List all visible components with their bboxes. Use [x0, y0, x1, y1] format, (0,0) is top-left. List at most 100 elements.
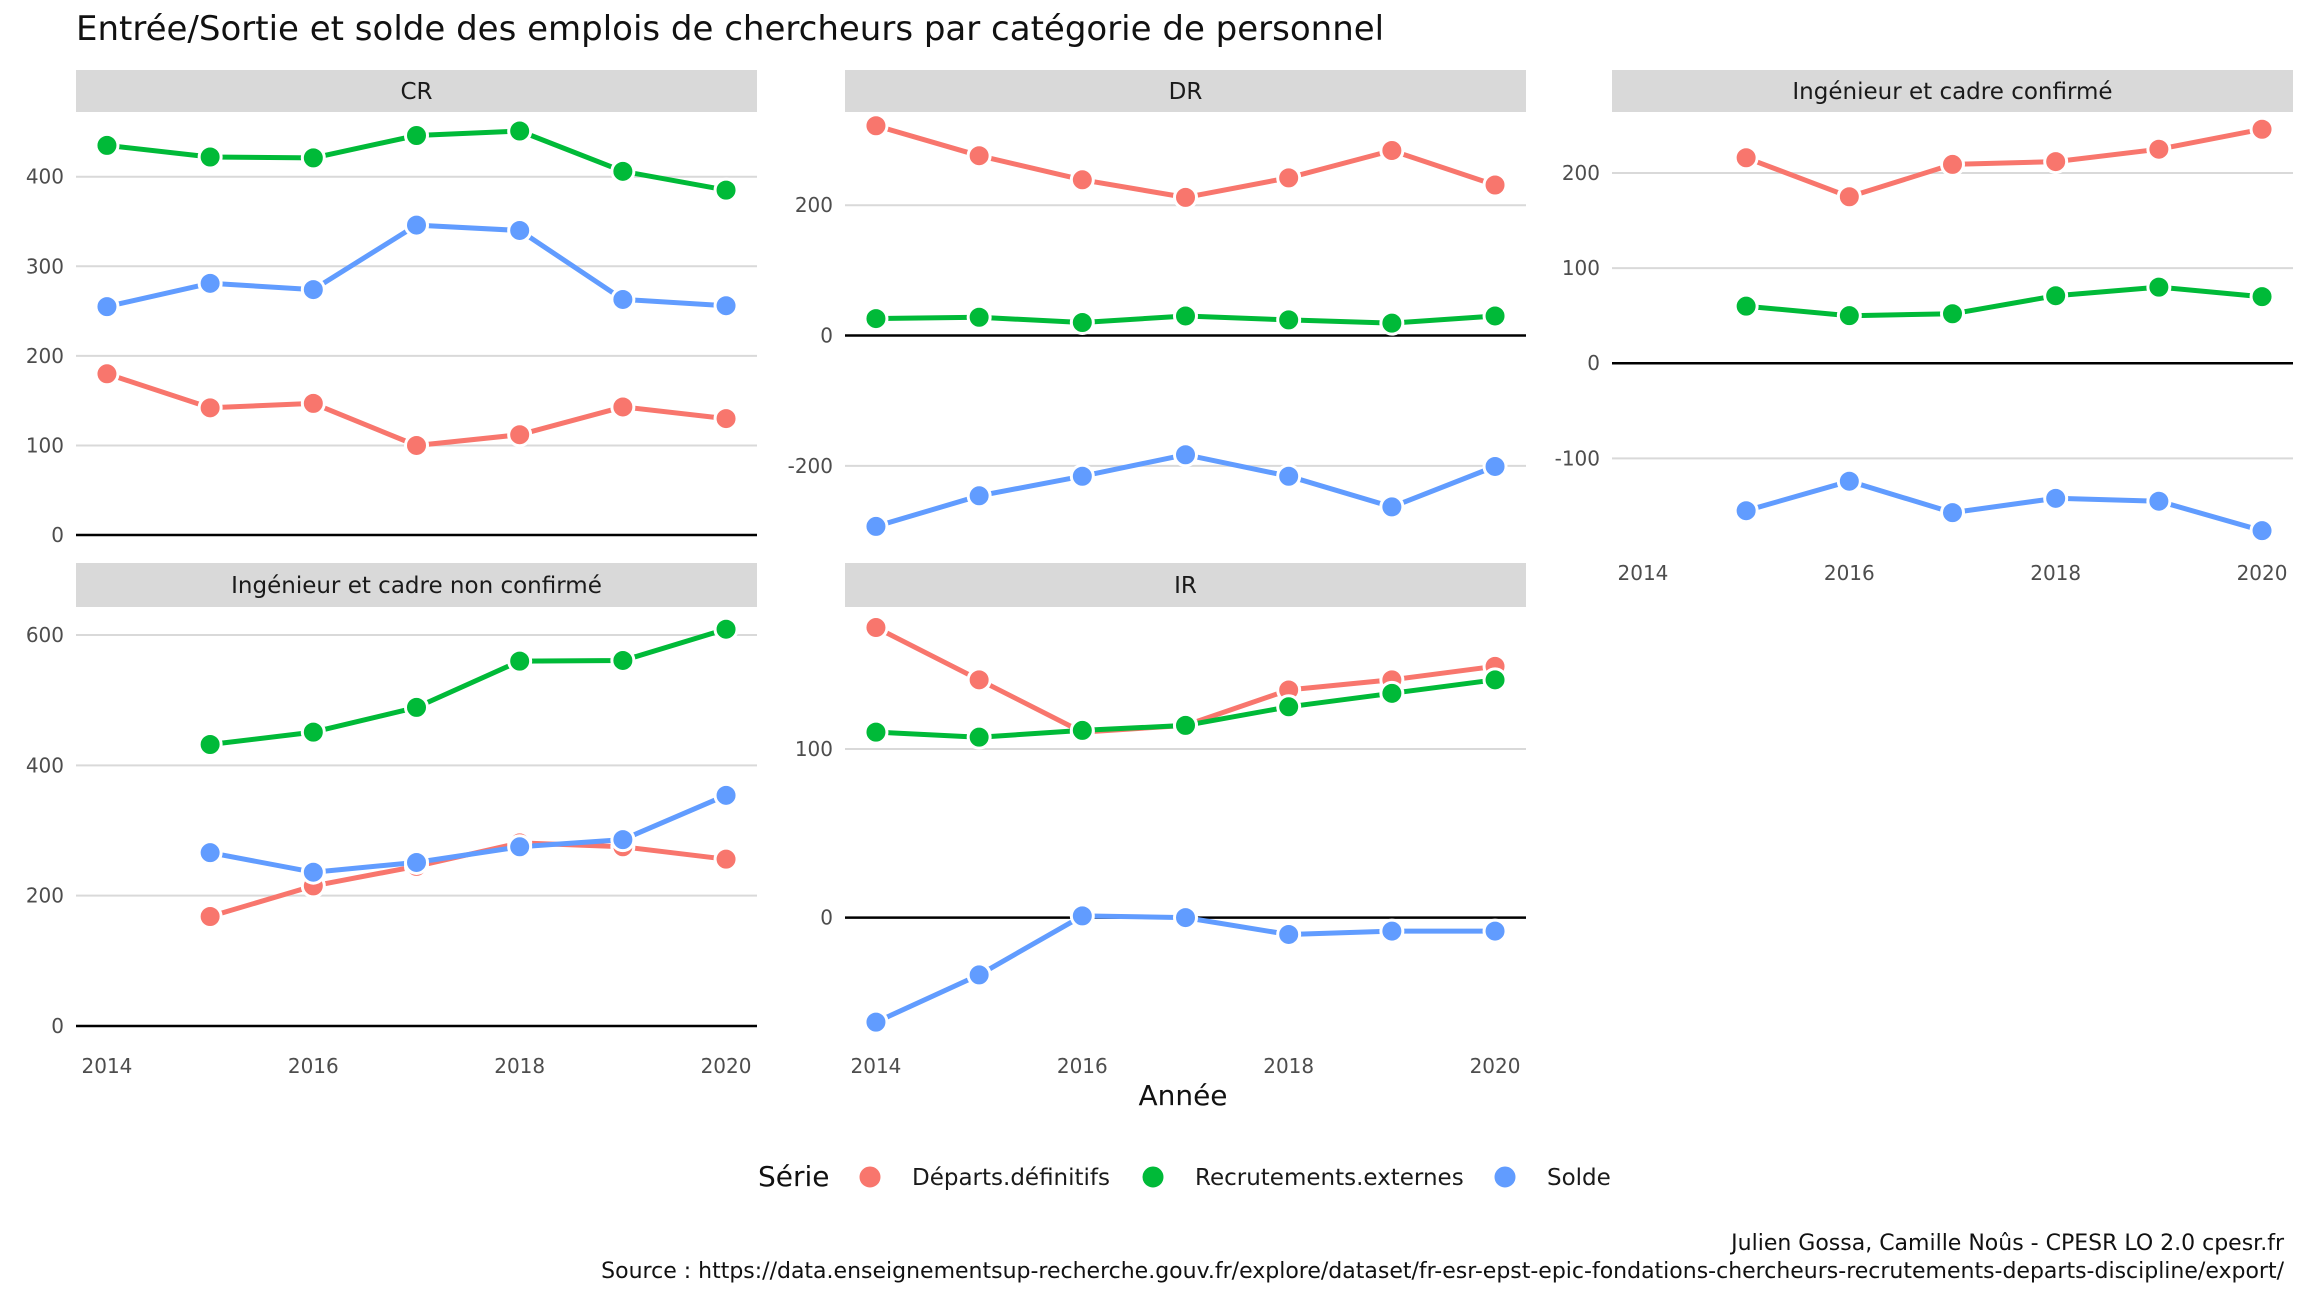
y-tick-label: 0 [51, 1014, 64, 1038]
point-solde [863, 1009, 889, 1035]
point-recrutements-externes [966, 304, 992, 330]
x-axis-label: Année [1138, 1079, 1227, 1112]
point-departs-definitifs [507, 422, 533, 448]
point-departs-definitifs [2043, 149, 2069, 175]
x-tick-label: 2014 [1618, 561, 1669, 585]
point-departs-definitifs [94, 361, 120, 387]
point-recrutements-externes [1069, 717, 1095, 743]
legend-label-recrutements-externes: Recrutements.externes [1195, 1165, 1464, 1191]
strip-ir [845, 563, 1526, 607]
y-tick-label: 100 [26, 433, 64, 457]
point-recrutements-externes [713, 616, 739, 642]
point-solde [713, 782, 739, 808]
point-recrutements-externes [300, 145, 326, 171]
point-recrutements-externes [1173, 712, 1198, 738]
point-recrutements-externes [507, 648, 533, 674]
y-tick-label: -200 [788, 454, 833, 478]
point-departs-definitifs [1173, 184, 1198, 210]
point-solde [1069, 903, 1095, 929]
strip-cr [76, 70, 757, 112]
point-solde [1276, 921, 1302, 947]
point-recrutements-externes [2043, 283, 2069, 309]
point-solde [1069, 463, 1095, 489]
point-recrutements-externes [863, 306, 889, 332]
x-tick-label: 2018 [494, 1054, 545, 1078]
point-departs-definitifs [197, 395, 223, 421]
x-tick-label: 2016 [1057, 1054, 1108, 1078]
point-departs-definitifs [966, 667, 992, 693]
point-solde [404, 212, 429, 238]
point-departs-definitifs [300, 390, 326, 416]
point-solde [1482, 453, 1508, 479]
point-departs-definitifs [197, 904, 223, 930]
y-tick-label: 100 [795, 737, 833, 761]
point-solde [507, 834, 533, 860]
point-solde [2249, 518, 2275, 544]
point-recrutements-externes [1276, 307, 1302, 333]
x-tick-label: 2020 [701, 1054, 752, 1078]
y-tick-label: 0 [51, 523, 64, 547]
y-tick-label: 400 [26, 165, 64, 189]
chart-title: Entrée/Sortie et solde des emplois de ch… [76, 9, 1384, 49]
point-solde [966, 483, 992, 509]
series-line-solde [1743, 478, 2265, 534]
y-tick-label: -100 [1555, 446, 1600, 470]
point-solde [404, 849, 429, 875]
point-solde [197, 840, 223, 866]
series-line-recrutements-externes [1743, 284, 2265, 319]
point-recrutements-externes [610, 158, 636, 184]
legend-item-solde: Solde [1491, 1163, 1611, 1191]
point-departs-definitifs [1069, 167, 1095, 193]
strip-label-ir: IR [1174, 573, 1197, 599]
caption-author: Julien Gossa, Camille Noûs - CPESR LO 2.… [1729, 1231, 2285, 1256]
y-tick-label: 200 [26, 344, 64, 368]
point-recrutements-externes [507, 118, 533, 144]
point-recrutements-externes [1379, 680, 1405, 706]
legend-key-solde [1491, 1163, 1519, 1191]
x-tick-label: 2020 [2237, 561, 2288, 585]
point-solde [2043, 485, 2069, 511]
point-solde [713, 293, 739, 319]
panel-ir: IR 0 100 2014 2016 2018 2020 [795, 563, 1526, 1078]
series-line-solde [207, 792, 729, 875]
point-solde [1482, 918, 1508, 944]
point-departs-definitifs [863, 113, 889, 139]
point-recrutements-externes [94, 132, 120, 158]
point-departs-definitifs [863, 615, 889, 641]
series-line-recrutements-externes [207, 626, 729, 747]
x-tick-label: 2016 [288, 1054, 339, 1078]
y-tick-label: 0 [1587, 351, 1600, 375]
y-tick-label: 0 [820, 324, 833, 348]
legend-label-departs-definitifs: Départs.définitifs [912, 1165, 1110, 1191]
y-tick-label: 100 [1562, 256, 1600, 280]
point-solde [94, 294, 120, 320]
y-tick-label: 400 [26, 753, 64, 777]
legend-title: Série [758, 1160, 830, 1193]
point-recrutements-externes [197, 144, 223, 170]
point-recrutements-externes [966, 724, 992, 750]
point-solde [507, 217, 533, 243]
panel-ingenieur-et-cadre-non-confirme: Ingénieur et cadre non confirmé 0 200 400 60… [26, 563, 757, 1078]
strip-ingenieur-et-cadre-non-confirme [76, 563, 757, 607]
x-tick-label: 2014 [851, 1054, 902, 1078]
point-solde [1173, 905, 1198, 931]
strip-label-dr: DR [1169, 79, 1203, 105]
x-tick-label: 2018 [2030, 561, 2081, 585]
y-tick-label: 300 [26, 254, 64, 278]
point-recrutements-externes [713, 177, 739, 203]
point-recrutements-externes [1173, 303, 1198, 329]
point-solde [1379, 918, 1405, 944]
point-recrutements-externes [2146, 274, 2172, 300]
strip-label-cr: CR [400, 79, 432, 105]
point-departs-definitifs [1940, 151, 1965, 177]
point-departs-definitifs [1276, 165, 1302, 191]
strip-label-ingenieur-et-cadre-confirme: Ingénieur et cadre confirmé [1792, 79, 2112, 105]
panel-cr: CR 0 100 200 300 400 [26, 70, 757, 547]
y-tick-label: 600 [26, 623, 64, 647]
x-tick-label: 2016 [1824, 561, 1875, 585]
point-solde [1379, 494, 1405, 520]
legend-item-recrutements-externes: Recrutements.externes [1139, 1163, 1464, 1191]
legend-item-departs-definitifs: Départs.définitifs [856, 1163, 1110, 1191]
